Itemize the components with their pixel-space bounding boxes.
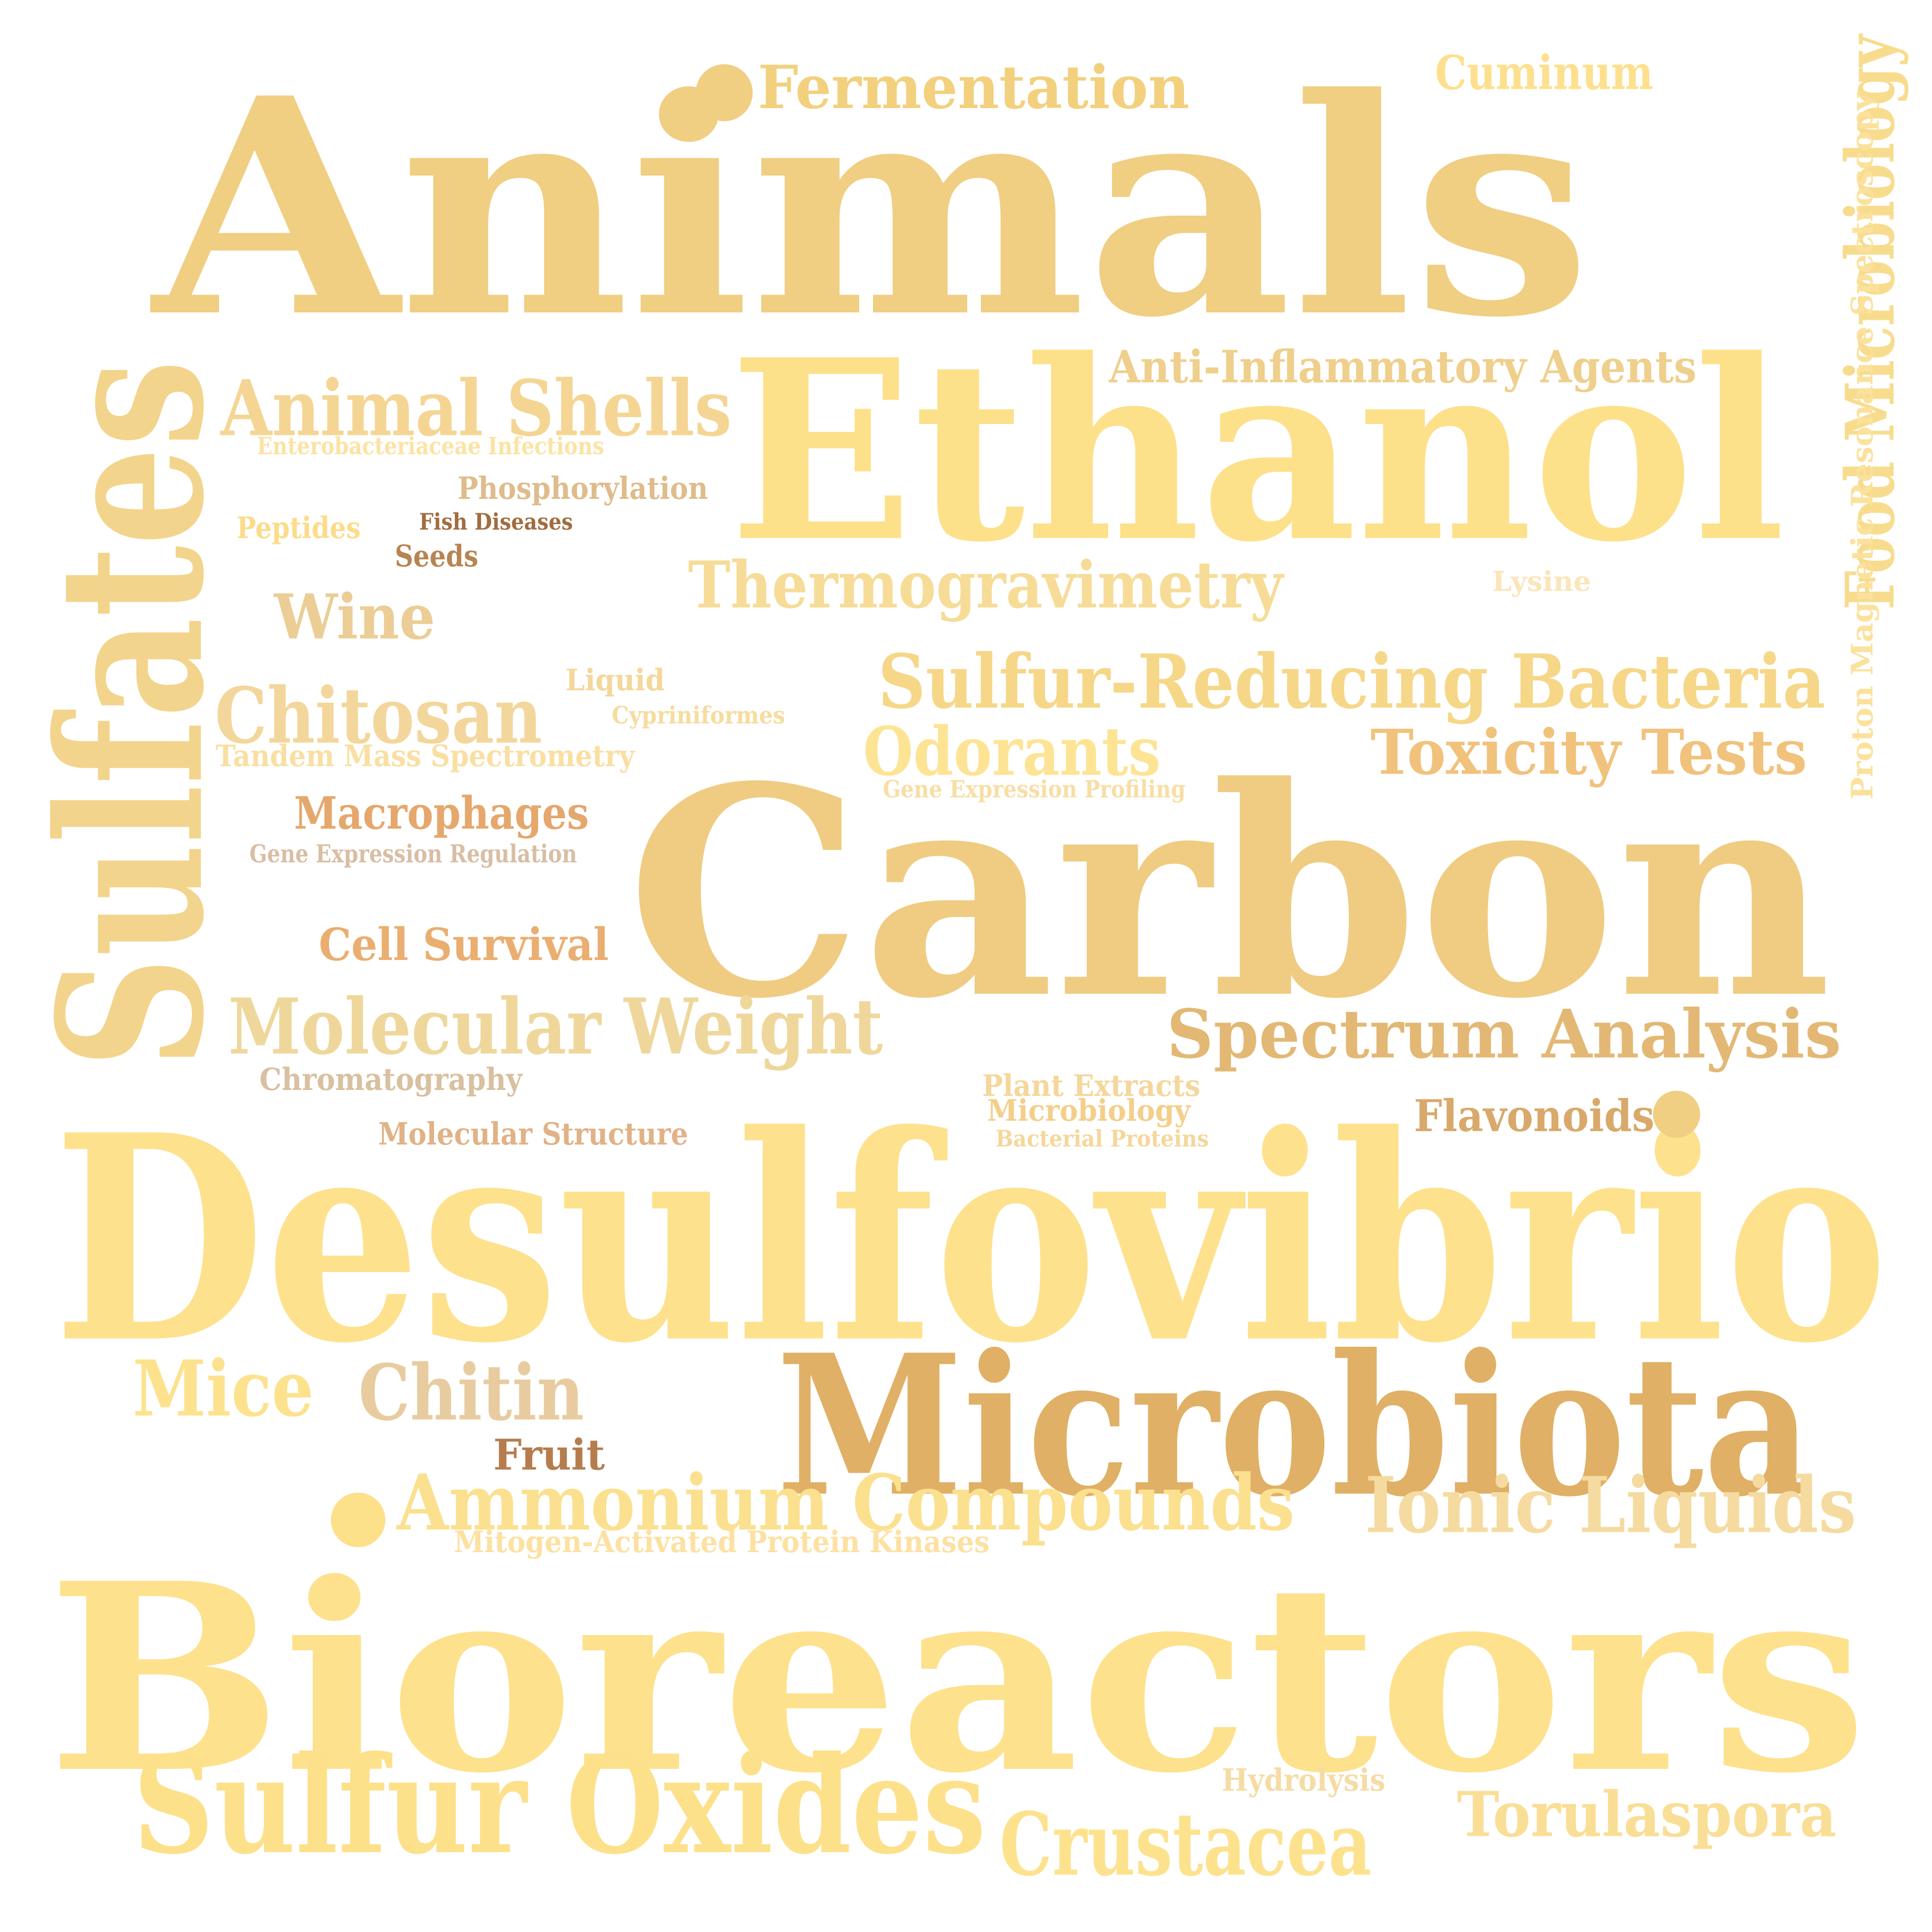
word-hydrolysis: Hydrolysis — [1222, 1762, 1385, 1798]
word-ammonium-compounds: Ammonium Compounds — [396, 1457, 1295, 1548]
word-peptides: Peptides — [236, 511, 361, 545]
word-gene-expression-regulation: Gene Expression Regulation — [249, 839, 577, 868]
word-mitogen-activated-protein-kinases: Mitogen-Activated Protein Kinases — [454, 1525, 990, 1560]
word-odorants: Odorants — [863, 712, 1161, 791]
word-crustacea: Crustacea — [999, 1794, 1371, 1896]
word-fermentation: Fermentation — [757, 53, 1190, 122]
word-cuminum: Cuminum — [1435, 45, 1653, 101]
word-fruit: Fruit — [493, 1430, 605, 1480]
word-toxicity-tests: Toxicity Tests — [1370, 716, 1807, 789]
word-proton-magnetic-resonance-spectroscopy: Proton Magnetic Resonance Spectroscopy — [1845, 93, 1880, 800]
word-mice: Mice — [132, 1343, 314, 1434]
word-macrophages: Macrophages — [294, 787, 589, 840]
word-anti-inflammatory-agents: Anti-Inflammatory Agents — [1109, 341, 1697, 393]
word-molecular-structure: Molecular Structure — [378, 1116, 688, 1152]
word-enterobacteriaceae-infections: Enterobacteriaceae Infections — [257, 432, 604, 460]
word-sulfur-oxides: Sulfur Oxides — [133, 1726, 986, 1884]
word-animals: Animals — [152, 33, 1592, 383]
word-fish-diseases: Fish Diseases — [419, 508, 573, 535]
word-animal-shells: Animal Shells — [220, 362, 732, 454]
decorative-dot — [331, 1493, 385, 1547]
decorative-dot — [1653, 1090, 1700, 1138]
word-plant-extracts: Plant Extracts — [982, 1069, 1200, 1103]
word-thermogravimetry: Thermogravimetry — [688, 547, 1283, 623]
word-torulaspora: Torulaspora — [1457, 1778, 1837, 1851]
word-gene-expression-profiling: Gene Expression Profiling — [882, 776, 1186, 803]
word-bacterial-proteins: Bacterial Proteins — [995, 1125, 1209, 1152]
word-ionic-liquids: Ionic Liquids — [1365, 1459, 1857, 1551]
word-microbiota: Microbiota — [776, 1312, 1813, 1539]
decorative-dot — [695, 64, 753, 121]
word-wine: Wine — [274, 581, 436, 654]
word-lysine: Lysine — [1492, 565, 1591, 598]
word-spectrum-analysis: Spectrum Analysis — [1167, 994, 1841, 1074]
word-tandem-mass-spectrometry: Tandem Mass Spectrometry — [215, 739, 635, 774]
word-microbiology: Microbiology — [987, 1093, 1190, 1128]
word-flavonoids: Flavonoids — [1414, 1090, 1655, 1142]
word-chitin: Chitin — [358, 1347, 584, 1438]
word-ethanol: Ethanol — [729, 305, 1786, 597]
word-chitosan: Chitosan — [214, 670, 543, 761]
word-sulfates: Sulfates — [15, 359, 248, 1069]
word-carbon: Carbon — [626, 724, 1832, 1062]
word-cypriniformes: Cypriniformes — [612, 702, 785, 729]
word-chromatography: Chromatography — [259, 1061, 522, 1097]
word-phosphorylation: Phosphorylation — [457, 470, 708, 506]
word-cell-survival: Cell Survival — [318, 918, 609, 971]
word-desulfovibrio: Desulfovibrio — [53, 1074, 1888, 1405]
word-molecular-weight: Molecular Weight — [228, 981, 883, 1072]
word-liquid: Liquid — [565, 663, 665, 698]
word-bioreactors: Bioreactors — [47, 1527, 1868, 1830]
word-seeds: Seeds — [394, 539, 479, 574]
word-sulfur-reducing-bacteria: Sulfur-Reducing Bacteria — [877, 638, 1826, 725]
